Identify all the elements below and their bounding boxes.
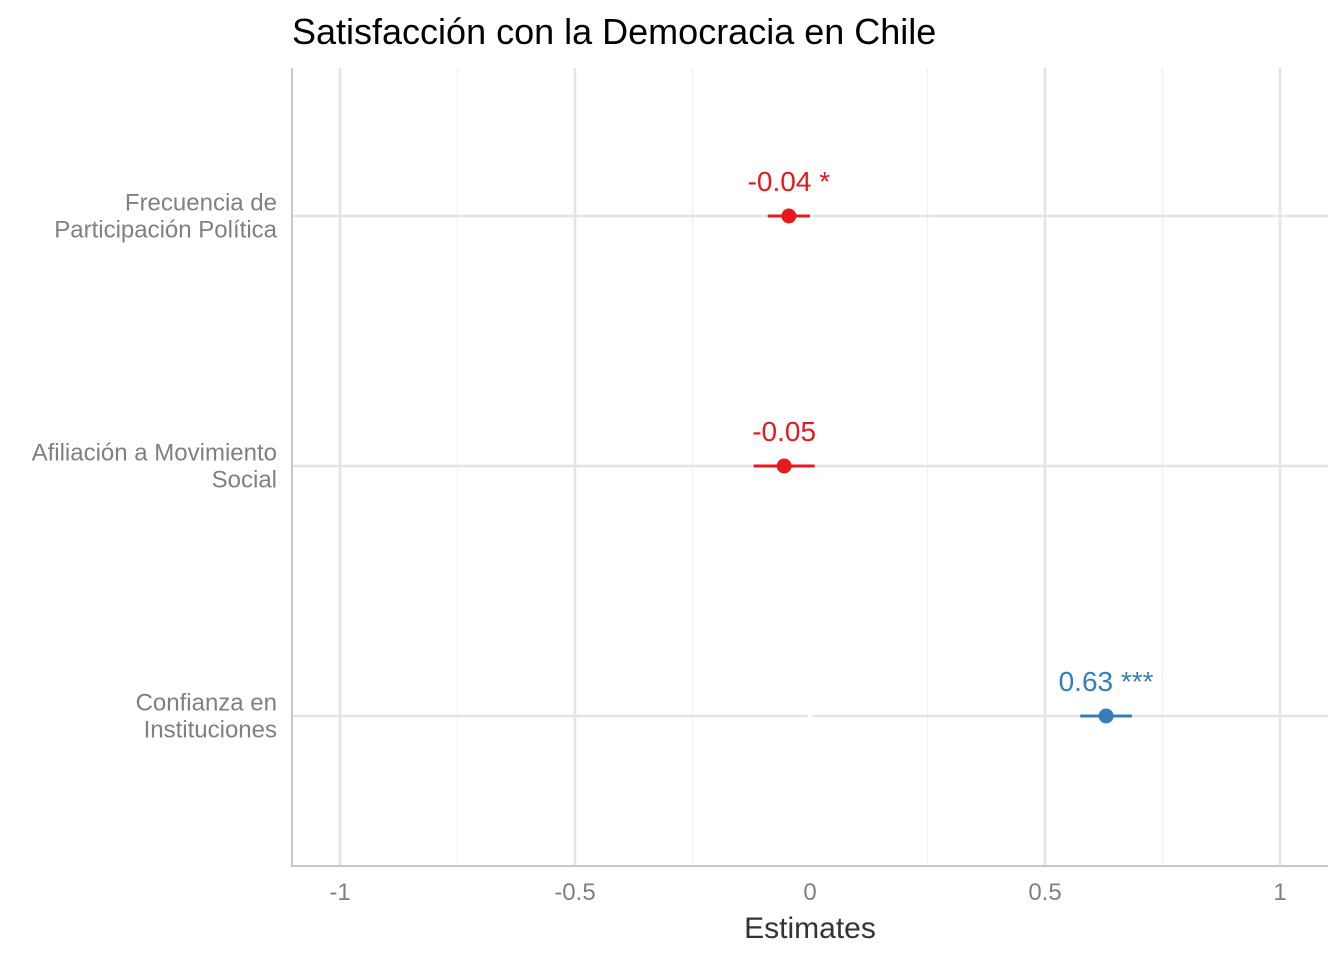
x-tick-label: 1 <box>1273 879 1286 906</box>
x-tick-label: -0.5 <box>554 879 595 906</box>
x-tick-labels: -1 -0.5 0 0.5 1 <box>329 879 1286 906</box>
estimate-point <box>776 458 792 474</box>
y-tick-label: Afiliación a Movimiento Social <box>32 440 277 494</box>
estimate-label: 0.63 *** <box>1059 666 1154 697</box>
axes <box>291 68 1328 867</box>
y-tick-label: Frecuencia de Participación Política <box>54 190 277 244</box>
y-tick-label: Confianza en Instituciones <box>136 690 277 744</box>
estimate-point <box>1098 708 1114 724</box>
x-tick-label: 0 <box>803 879 816 906</box>
estimates: -0.04 * -0.05 0.63 *** <box>748 166 1154 724</box>
x-axis-label: Estimates <box>744 912 876 945</box>
y-tick-labels: Frecuencia de Participación Política Afili… <box>32 190 278 744</box>
estimate-label: -0.04 * <box>748 166 831 197</box>
x-tick-label: 0.5 <box>1028 879 1061 906</box>
x-tick-label: -1 <box>329 879 350 906</box>
estimate-point <box>781 208 797 224</box>
estimate-label: -0.05 <box>752 416 816 447</box>
chart-title: Satisfacción con la Democracia en Chile <box>292 11 936 52</box>
